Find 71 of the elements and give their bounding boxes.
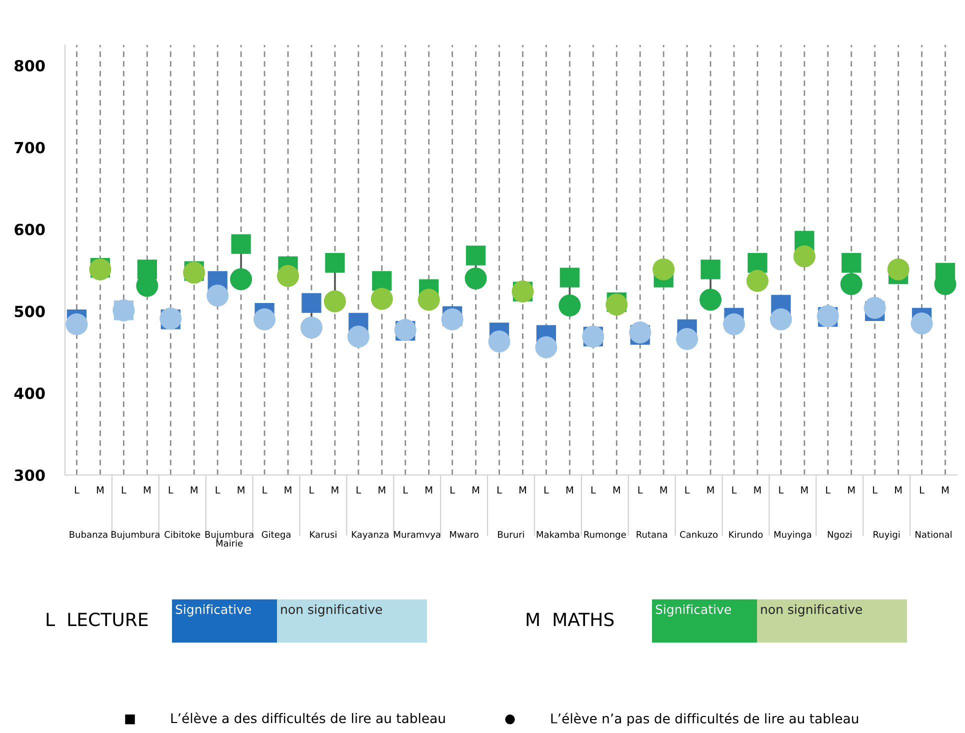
x-tick-label: M xyxy=(754,486,761,494)
x-tick-label: L xyxy=(310,486,314,494)
x-tick-label: M xyxy=(284,486,292,494)
y-tick-label: 800 xyxy=(14,60,45,72)
x-tick-label: L xyxy=(779,486,784,494)
x-tick-label: M xyxy=(613,486,620,494)
text: Ruyigi xyxy=(874,530,900,540)
text: Bubanza xyxy=(70,530,108,538)
text: Gitega xyxy=(262,530,290,540)
text: Karusi xyxy=(310,530,336,538)
text: Mwaro xyxy=(450,531,478,538)
text: Muramvya xyxy=(394,531,440,540)
x-tick-label: L xyxy=(122,486,126,494)
y-tick-label: 500 xyxy=(14,306,45,318)
x-tick-label: L xyxy=(404,486,408,494)
text: Kirundo xyxy=(729,530,763,538)
x-tick-label: L xyxy=(591,486,596,494)
x-tick-label: L xyxy=(356,486,362,494)
x-tick-label: M xyxy=(848,486,855,494)
x-tick-label: L xyxy=(450,486,455,494)
text: Rumonge xyxy=(584,531,626,540)
x-tick-label: M xyxy=(426,486,432,494)
x-tick-label: M xyxy=(238,486,244,494)
x-tick-label: M xyxy=(519,486,526,494)
x-tick-label: L xyxy=(498,486,502,494)
x-tick-label: L xyxy=(544,486,549,494)
text: Rutana xyxy=(636,531,667,538)
x-tick-label: M xyxy=(144,486,150,494)
x-tick-label: L xyxy=(920,486,924,494)
x-tick-label: M xyxy=(472,486,480,494)
x-tick-label: M xyxy=(332,486,338,494)
text: Muyinga xyxy=(774,530,812,540)
y-tick-label: 700 xyxy=(14,142,45,154)
x-tick-label: L xyxy=(74,486,80,494)
text: National xyxy=(916,530,952,538)
category-label: non significative xyxy=(281,604,382,616)
x-tick-label: L xyxy=(826,486,831,494)
x-tick-label: L xyxy=(685,486,690,494)
x-tick-label: M xyxy=(801,486,808,494)
x-tick-label: M xyxy=(942,486,949,494)
x-tick-label: L xyxy=(262,486,268,494)
x-tick-label: L xyxy=(732,486,737,494)
text: Ngozi xyxy=(828,530,852,540)
y-tick-label: 400 xyxy=(14,388,45,400)
x-tick-label: M xyxy=(707,486,714,494)
category-label: non significative xyxy=(761,604,862,616)
x-tick-label: L xyxy=(638,486,643,494)
x-tick-label: M xyxy=(895,486,902,494)
y-tick-label: 300 xyxy=(14,469,45,482)
text: Bujumbura Mairie xyxy=(205,530,254,547)
category-label: Significative xyxy=(656,604,731,616)
text: Bujumbura xyxy=(111,530,160,540)
text: Cibitoke xyxy=(164,530,200,538)
x-tick-label: M xyxy=(96,486,104,494)
category-label: Significative xyxy=(176,604,251,616)
text: Cankuzo xyxy=(680,530,718,538)
x-tick-label: L xyxy=(168,486,174,494)
text: L’élève a des difficultés de lire au tableau xyxy=(171,712,445,724)
text: Kayanza xyxy=(352,531,388,540)
x-tick-label: M xyxy=(660,486,667,494)
text: M MATHS xyxy=(526,612,614,626)
text: Makamba xyxy=(536,530,580,538)
x-tick-label: M xyxy=(190,486,198,494)
text: Bururi xyxy=(498,530,524,538)
x-tick-label: L xyxy=(873,486,878,494)
x-tick-label: M xyxy=(566,486,573,494)
y-tick-label: 600 xyxy=(14,224,45,236)
text: L’élève n’a pas de difficultés de lire au tableau xyxy=(551,712,858,726)
x-tick-label: L xyxy=(216,486,220,494)
text: L LECTURE xyxy=(46,612,148,626)
x-tick-label: M xyxy=(378,486,386,494)
